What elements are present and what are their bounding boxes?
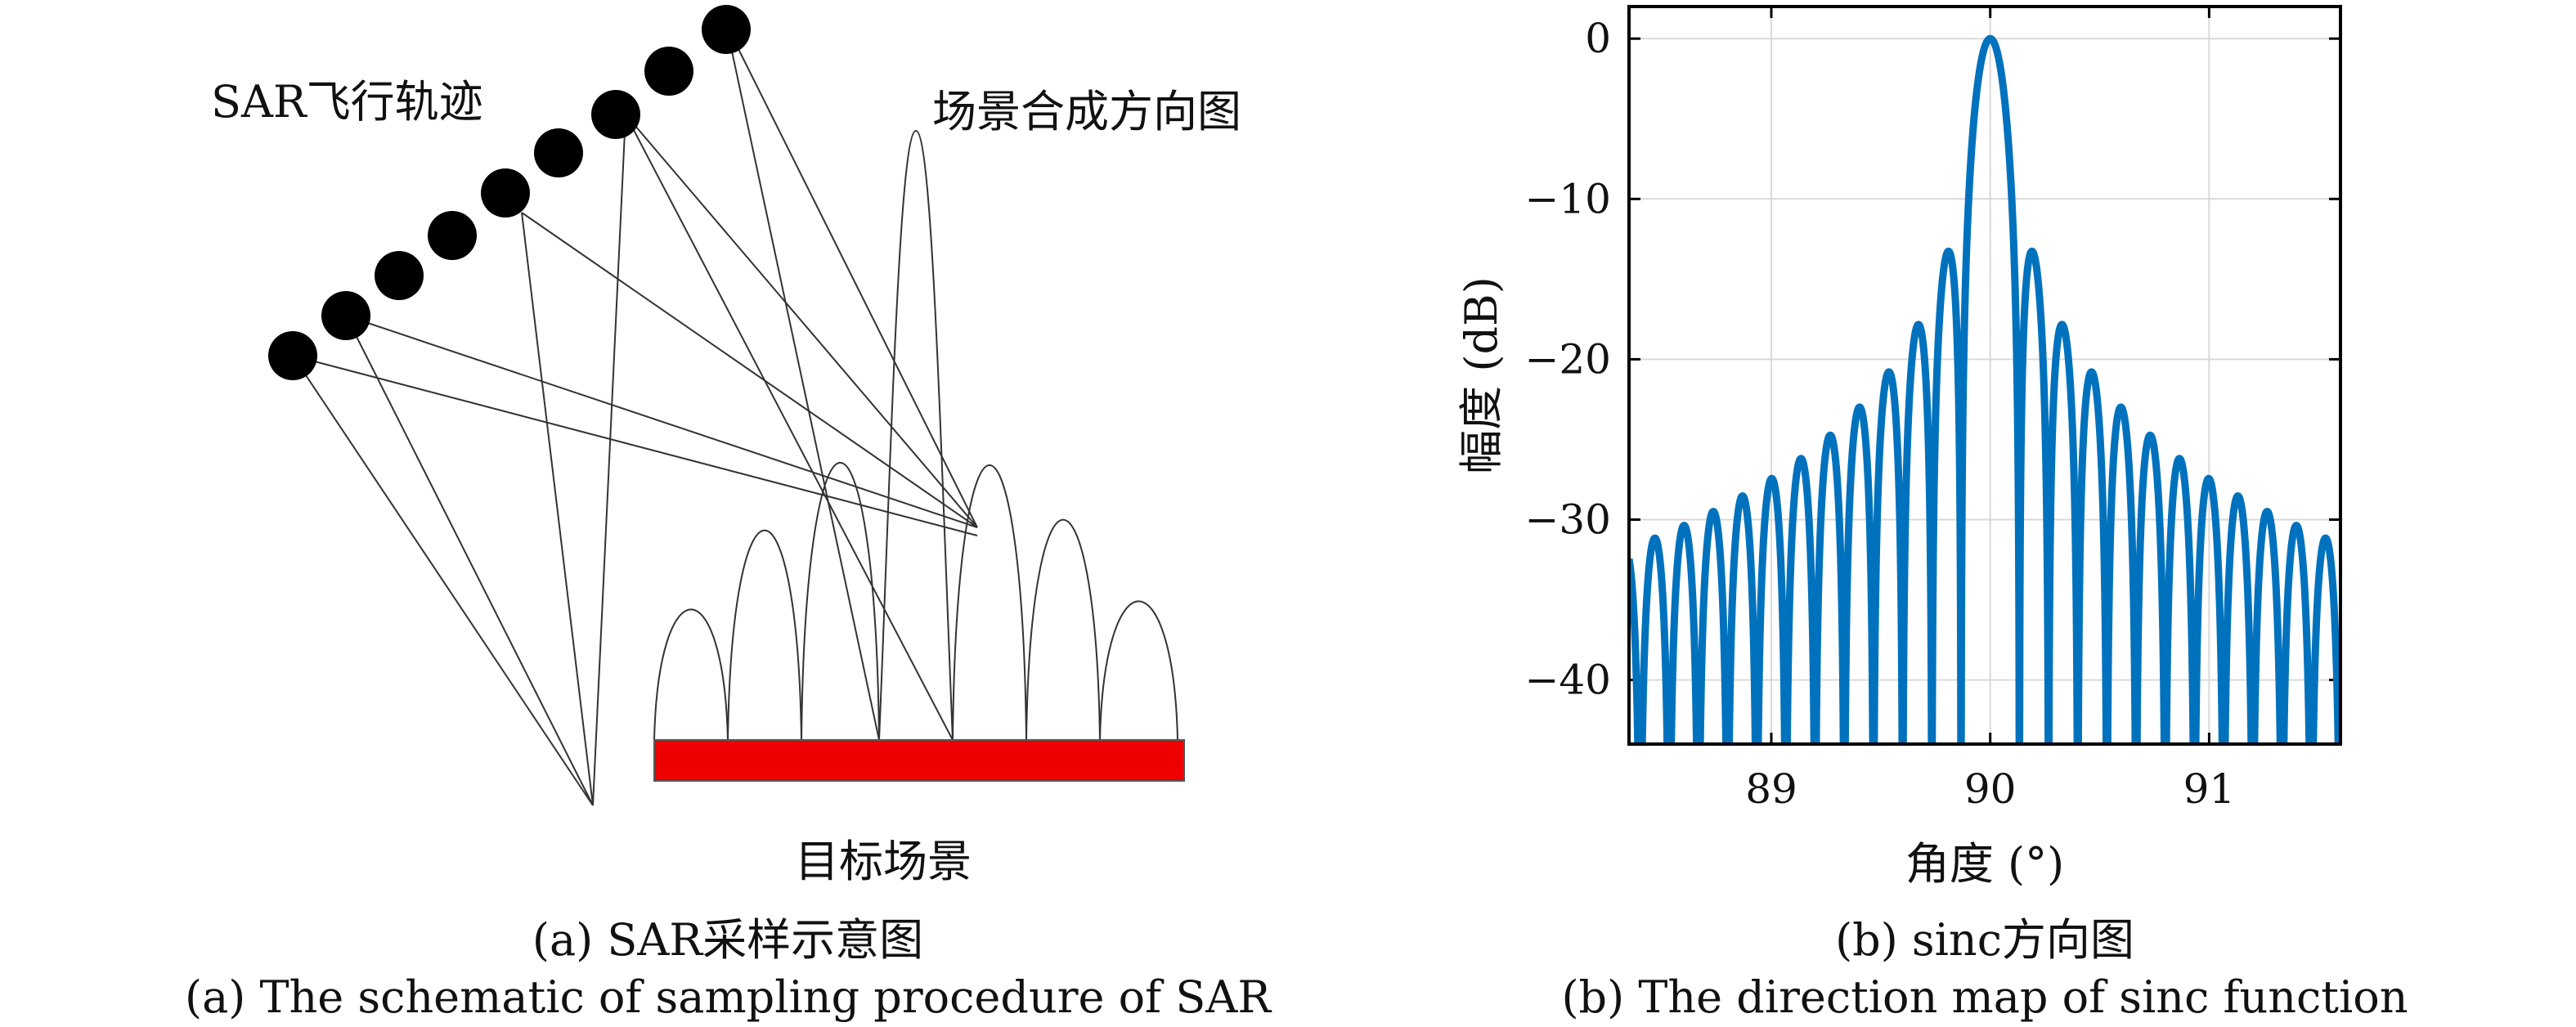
tick-marks bbox=[1629, 7, 2340, 744]
satellite-marker bbox=[534, 128, 583, 177]
sar-satellites bbox=[268, 5, 751, 380]
element-pattern-lobe bbox=[653, 608, 729, 741]
y-tick-label: −10 bbox=[1524, 175, 1611, 222]
satellite-marker bbox=[481, 168, 530, 218]
satellite-marker bbox=[702, 5, 751, 54]
caption-a-chinese: (a) SAR采样示意图 bbox=[532, 914, 923, 966]
chart-plot-area bbox=[1627, 5, 2342, 746]
plot-frame bbox=[1629, 7, 2340, 744]
plot-border bbox=[1627, 5, 2342, 746]
y-tick-label: −20 bbox=[1524, 335, 1611, 383]
y-axis-label: 幅度 (dB) bbox=[1456, 276, 1507, 474]
synthesized-beam-lobe bbox=[878, 129, 954, 741]
target-scene-label: 目标场景 bbox=[795, 836, 972, 887]
element-pattern-lobe bbox=[1025, 518, 1101, 741]
x-tick-label: 90 bbox=[1964, 765, 2017, 813]
caption-a-english: (a) The schematic of sampling procedure … bbox=[185, 971, 1272, 1023]
satellite-marker bbox=[428, 211, 477, 260]
element-pattern-lobe bbox=[952, 464, 1027, 741]
sinc-series-line bbox=[1629, 34, 2340, 744]
satellite-marker bbox=[321, 291, 370, 340]
beam-lines-to-target bbox=[625, 24, 954, 741]
element-pattern-lobe bbox=[801, 461, 880, 741]
satellite-marker bbox=[268, 331, 317, 380]
beam-lines-to-pattern bbox=[292, 24, 978, 536]
y-tick-label: −40 bbox=[1524, 657, 1611, 704]
trajectory-label: SAR飞行轨迹 bbox=[211, 76, 483, 128]
caption-b-english: (b) The direction map of sinc function bbox=[1561, 971, 2408, 1023]
element-pattern-lobe bbox=[1099, 600, 1178, 741]
element-pattern-lobe bbox=[727, 529, 802, 741]
x-tick-labels: 89 90 91 bbox=[1745, 765, 2235, 813]
pattern-label: 场景合成方向图 bbox=[932, 86, 1241, 137]
beam-lines-to-ground bbox=[292, 114, 626, 806]
caption-b-chinese: (b) sinc方向图 bbox=[1835, 914, 2134, 966]
panel-a: SAR飞行轨迹 场景合成方向图 目标场景 (a) SAR采样示意图 (a) Th… bbox=[185, 5, 1272, 1023]
panel-b: 0 −10 −20 −30 −40 89 90 91 幅度 (dB) 角度 (°) (b) … bbox=[1456, 5, 2408, 1023]
x-axis-label: 角度 (°) bbox=[1905, 838, 2064, 890]
y-tick-label: −30 bbox=[1524, 496, 1611, 543]
element-pattern-lobes bbox=[653, 461, 1178, 741]
x-tick-label: 89 bbox=[1745, 765, 1797, 813]
satellite-marker bbox=[591, 90, 640, 139]
target-scene-bar bbox=[653, 739, 1185, 782]
x-tick-label: 91 bbox=[2183, 765, 2236, 813]
satellite-marker bbox=[375, 251, 424, 300]
satellite-marker bbox=[644, 47, 693, 96]
y-tick-labels: 0 −10 −20 −30 −40 bbox=[1524, 15, 1611, 703]
y-tick-label: 0 bbox=[1585, 15, 1611, 62]
